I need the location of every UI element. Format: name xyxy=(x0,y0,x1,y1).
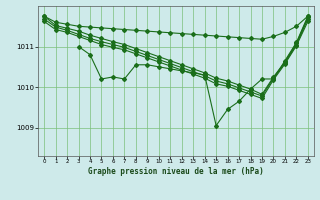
X-axis label: Graphe pression niveau de la mer (hPa): Graphe pression niveau de la mer (hPa) xyxy=(88,167,264,176)
